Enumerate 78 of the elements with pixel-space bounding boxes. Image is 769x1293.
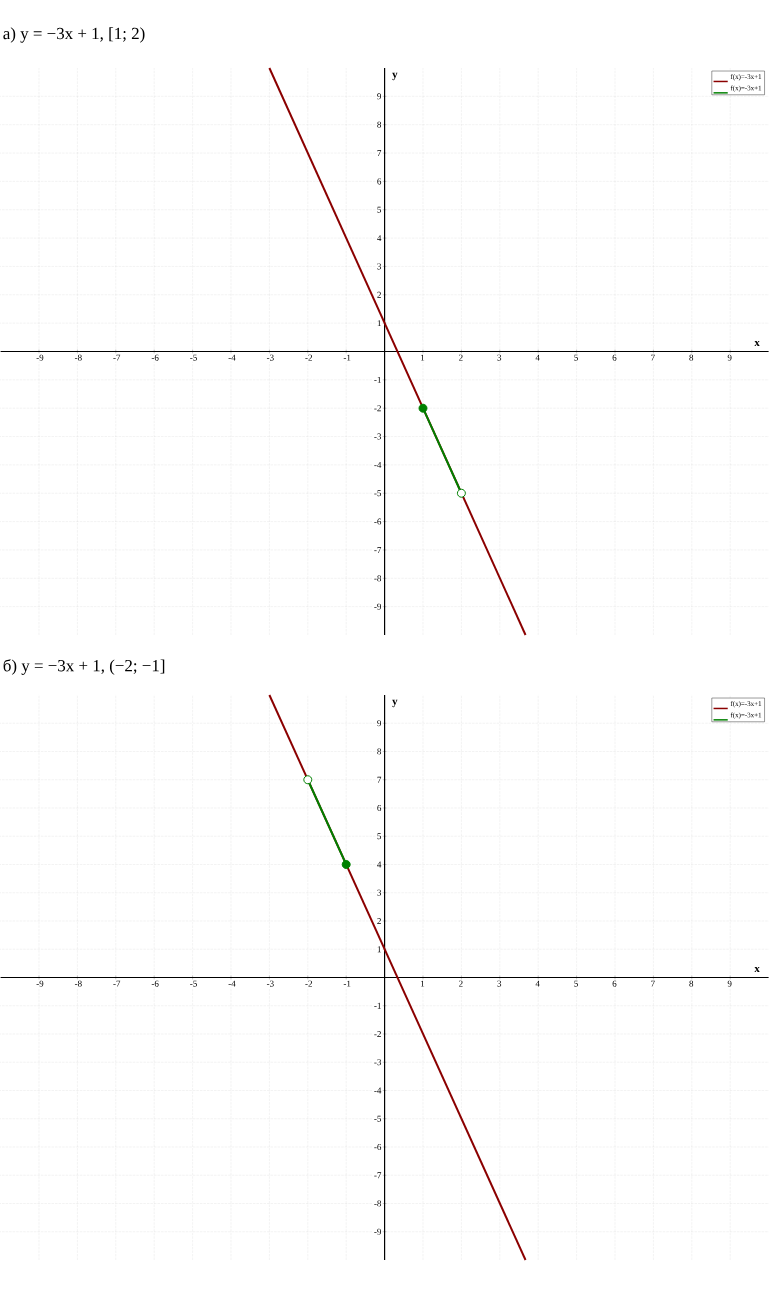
x-tick-label: -8 [74, 980, 82, 987]
y-tick-label: -8 [374, 575, 381, 582]
x-tick-label: -3 [266, 354, 274, 361]
x-tick-label: 8 [689, 980, 694, 987]
x-tick-label: -2 [305, 354, 312, 361]
y-tick-label: 4 [377, 861, 382, 868]
x-tick-label: -4 [228, 980, 236, 987]
y-tick-label: 1 [377, 320, 381, 327]
x-tick-label: 1 [420, 980, 425, 987]
y-tick-label: -3 [374, 1059, 381, 1066]
x-tick-label: 3 [497, 354, 502, 361]
y-tick-label: -7 [374, 547, 382, 553]
chart-title: а) y = −3x + 1, [1; 2) [3, 27, 145, 43]
y-tick-label: -1 [374, 1002, 381, 1009]
y-tick-label: -8 [374, 1200, 381, 1207]
y-tick-label: 3 [377, 263, 381, 270]
y-tick-label: -6 [374, 518, 382, 525]
x-tick-label: -8 [74, 354, 82, 361]
x-tick-label: -1 [343, 354, 351, 361]
y-tick-label: 9 [377, 93, 381, 100]
y-tick-label: 4 [377, 235, 382, 242]
y-tick-label: -6 [374, 1143, 382, 1151]
y-tick-label: 5 [377, 833, 381, 840]
y-axis-title: y [392, 72, 398, 81]
x-tick-label: 6 [612, 980, 617, 987]
y-tick-label: 7 [377, 776, 382, 783]
x-tick-label: 8 [689, 354, 694, 361]
x-axis-title: x [754, 966, 760, 972]
y-tick-label: -9 [374, 1228, 381, 1235]
x-tick-label: -5 [190, 354, 197, 361]
y-tick-label: 5 [377, 206, 381, 213]
x-tick-label: 1 [420, 354, 425, 361]
x-tick-label: 5 [574, 980, 578, 987]
x-tick-label: -5 [190, 980, 197, 987]
y-axis-title: y [392, 699, 398, 708]
x-tick-label: 7 [651, 354, 655, 361]
x-tick-label: 3 [497, 980, 502, 987]
y-tick-label: -2 [374, 1031, 381, 1037]
y-tick-label: 2 [377, 918, 381, 924]
y-tick-label: -5 [374, 1115, 381, 1122]
y-tick-label: -4 [374, 461, 382, 468]
x-tick-label: -6 [151, 354, 159, 361]
x-tick-label: -1 [343, 980, 351, 987]
x-tick-label: -4 [228, 354, 236, 361]
x-tick-label: -7 [113, 980, 121, 987]
x-tick-label: 4 [535, 354, 540, 361]
x-axis-title: x [754, 340, 760, 346]
x-tick-label: 4 [535, 980, 540, 987]
x-tick-label: 9 [727, 354, 732, 361]
y-tick-label: -9 [374, 603, 381, 610]
y-tick-label: 2 [377, 291, 381, 298]
x-tick-label: -7 [113, 354, 121, 361]
x-tick-label: 9 [727, 980, 732, 987]
y-tick-label: -7 [374, 1172, 382, 1179]
x-tick-label: 6 [612, 354, 617, 361]
y-tick-label: -2 [374, 405, 381, 412]
x-tick-label: -2 [305, 980, 312, 987]
y-tick-label: 6 [377, 178, 382, 185]
y-tick-label: 3 [377, 889, 381, 896]
y-tick-label: -4 [374, 1087, 382, 1094]
y-tick-label: 7 [377, 150, 382, 156]
y-tick-label: 8 [377, 121, 381, 128]
y-tick-label: 1 [377, 946, 381, 953]
y-tick-label: 9 [377, 720, 381, 727]
y-tick-label: -3 [374, 433, 381, 440]
y-tick-label: 6 [377, 804, 382, 812]
x-tick-label: -3 [266, 980, 274, 987]
x-tick-label: -9 [36, 980, 44, 987]
x-tick-label: -9 [36, 354, 44, 361]
y-tick-label: -1 [374, 376, 381, 383]
chart-title: б) y = −3x + 1, (−2; −1] [3, 659, 165, 675]
x-tick-label: 2 [458, 354, 463, 361]
y-tick-label: -5 [374, 490, 381, 497]
y-tick-label: 8 [377, 748, 381, 755]
x-tick-label: 2 [458, 980, 463, 987]
x-tick-label: 5 [574, 354, 578, 361]
x-tick-label: 7 [651, 980, 655, 987]
x-tick-label: -6 [151, 980, 159, 987]
